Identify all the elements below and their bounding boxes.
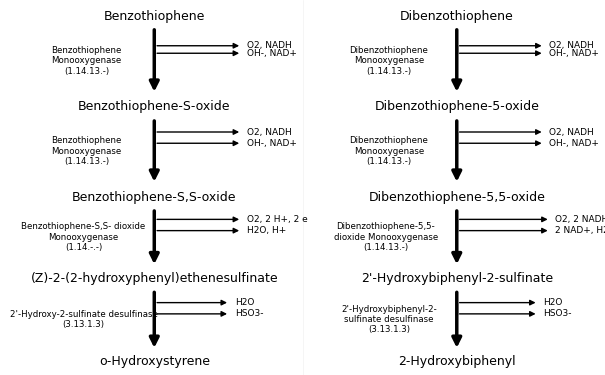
Text: OH-, NAD+: OH-, NAD+ bbox=[549, 49, 599, 58]
Text: O2, 2 NADH, H+: O2, 2 NADH, H+ bbox=[555, 215, 605, 224]
Text: 2-Hydroxybiphenyl: 2-Hydroxybiphenyl bbox=[398, 356, 515, 368]
Text: Benzothiophene
Monooxygenase
(1.14.13.-): Benzothiophene Monooxygenase (1.14.13.-) bbox=[51, 136, 122, 166]
Text: O2, NADH: O2, NADH bbox=[549, 128, 594, 136]
Text: Benzothiophene-S-oxide: Benzothiophene-S-oxide bbox=[78, 100, 231, 113]
Text: H2O, H+: H2O, H+ bbox=[247, 226, 286, 235]
Text: (Z)-2-(2-hydroxyphenyl)ethenesulfinate: (Z)-2-(2-hydroxyphenyl)ethenesulfinate bbox=[30, 272, 278, 285]
Text: HSO3-: HSO3- bbox=[235, 309, 263, 318]
Text: OH-, NAD+: OH-, NAD+ bbox=[247, 49, 296, 58]
Text: Benzothiophene-S,S-oxide: Benzothiophene-S,S-oxide bbox=[72, 191, 237, 204]
Text: O2, NADH: O2, NADH bbox=[549, 41, 594, 50]
Text: HSO3-: HSO3- bbox=[543, 309, 572, 318]
Text: OH-, NAD+: OH-, NAD+ bbox=[549, 139, 599, 148]
Text: 2'-Hydroxybiphenyl-2-
sulfinate desulfinase
(3.13.1.3): 2'-Hydroxybiphenyl-2- sulfinate desulfin… bbox=[341, 304, 437, 334]
Text: OH-, NAD+: OH-, NAD+ bbox=[247, 139, 296, 148]
Text: H2O: H2O bbox=[235, 298, 254, 307]
Text: Dibenzothiophene-5,5-
dioxide Monooxygenase
(1.14.13.-): Dibenzothiophene-5,5- dioxide Monooxygen… bbox=[334, 222, 438, 252]
Text: Benzothiophene
Monooxygenase
(1.14.13.-): Benzothiophene Monooxygenase (1.14.13.-) bbox=[51, 46, 122, 76]
Text: Dibenzothiophene-5-oxide: Dibenzothiophene-5-oxide bbox=[374, 100, 539, 113]
Text: 2'-Hydroxy-2-sulfinate desulfinase
(3.13.1.3): 2'-Hydroxy-2-sulfinate desulfinase (3.13… bbox=[10, 310, 157, 329]
Text: O2, NADH: O2, NADH bbox=[247, 41, 292, 50]
Text: Benzothiophene-S,S- dioxide
Monooxygenase
(1.14.-.-): Benzothiophene-S,S- dioxide Monooxygenas… bbox=[21, 222, 146, 252]
Text: 2 NAD+, H2O: 2 NAD+, H2O bbox=[555, 226, 605, 235]
Text: O2, 2 H+, 2 e: O2, 2 H+, 2 e bbox=[247, 215, 307, 224]
Text: Dibenzothiophene-5,5-oxide: Dibenzothiophene-5,5-oxide bbox=[368, 191, 545, 204]
Text: Dibenzothiophene
Monooxygenase
(1.14.13.-): Dibenzothiophene Monooxygenase (1.14.13.… bbox=[350, 46, 428, 76]
Text: Dibenzothiophene: Dibenzothiophene bbox=[400, 10, 514, 23]
Text: o-Hydroxystyrene: o-Hydroxystyrene bbox=[99, 356, 210, 368]
Text: 2'-Hydroxybiphenyl-2-sulfinate: 2'-Hydroxybiphenyl-2-sulfinate bbox=[361, 272, 553, 285]
Text: H2O: H2O bbox=[543, 298, 563, 307]
Text: Dibenzothiophene
Monooxygenase
(1.14.13.-): Dibenzothiophene Monooxygenase (1.14.13.… bbox=[350, 136, 428, 166]
Text: Benzothiophene: Benzothiophene bbox=[103, 10, 205, 23]
Text: O2, NADH: O2, NADH bbox=[247, 128, 292, 136]
